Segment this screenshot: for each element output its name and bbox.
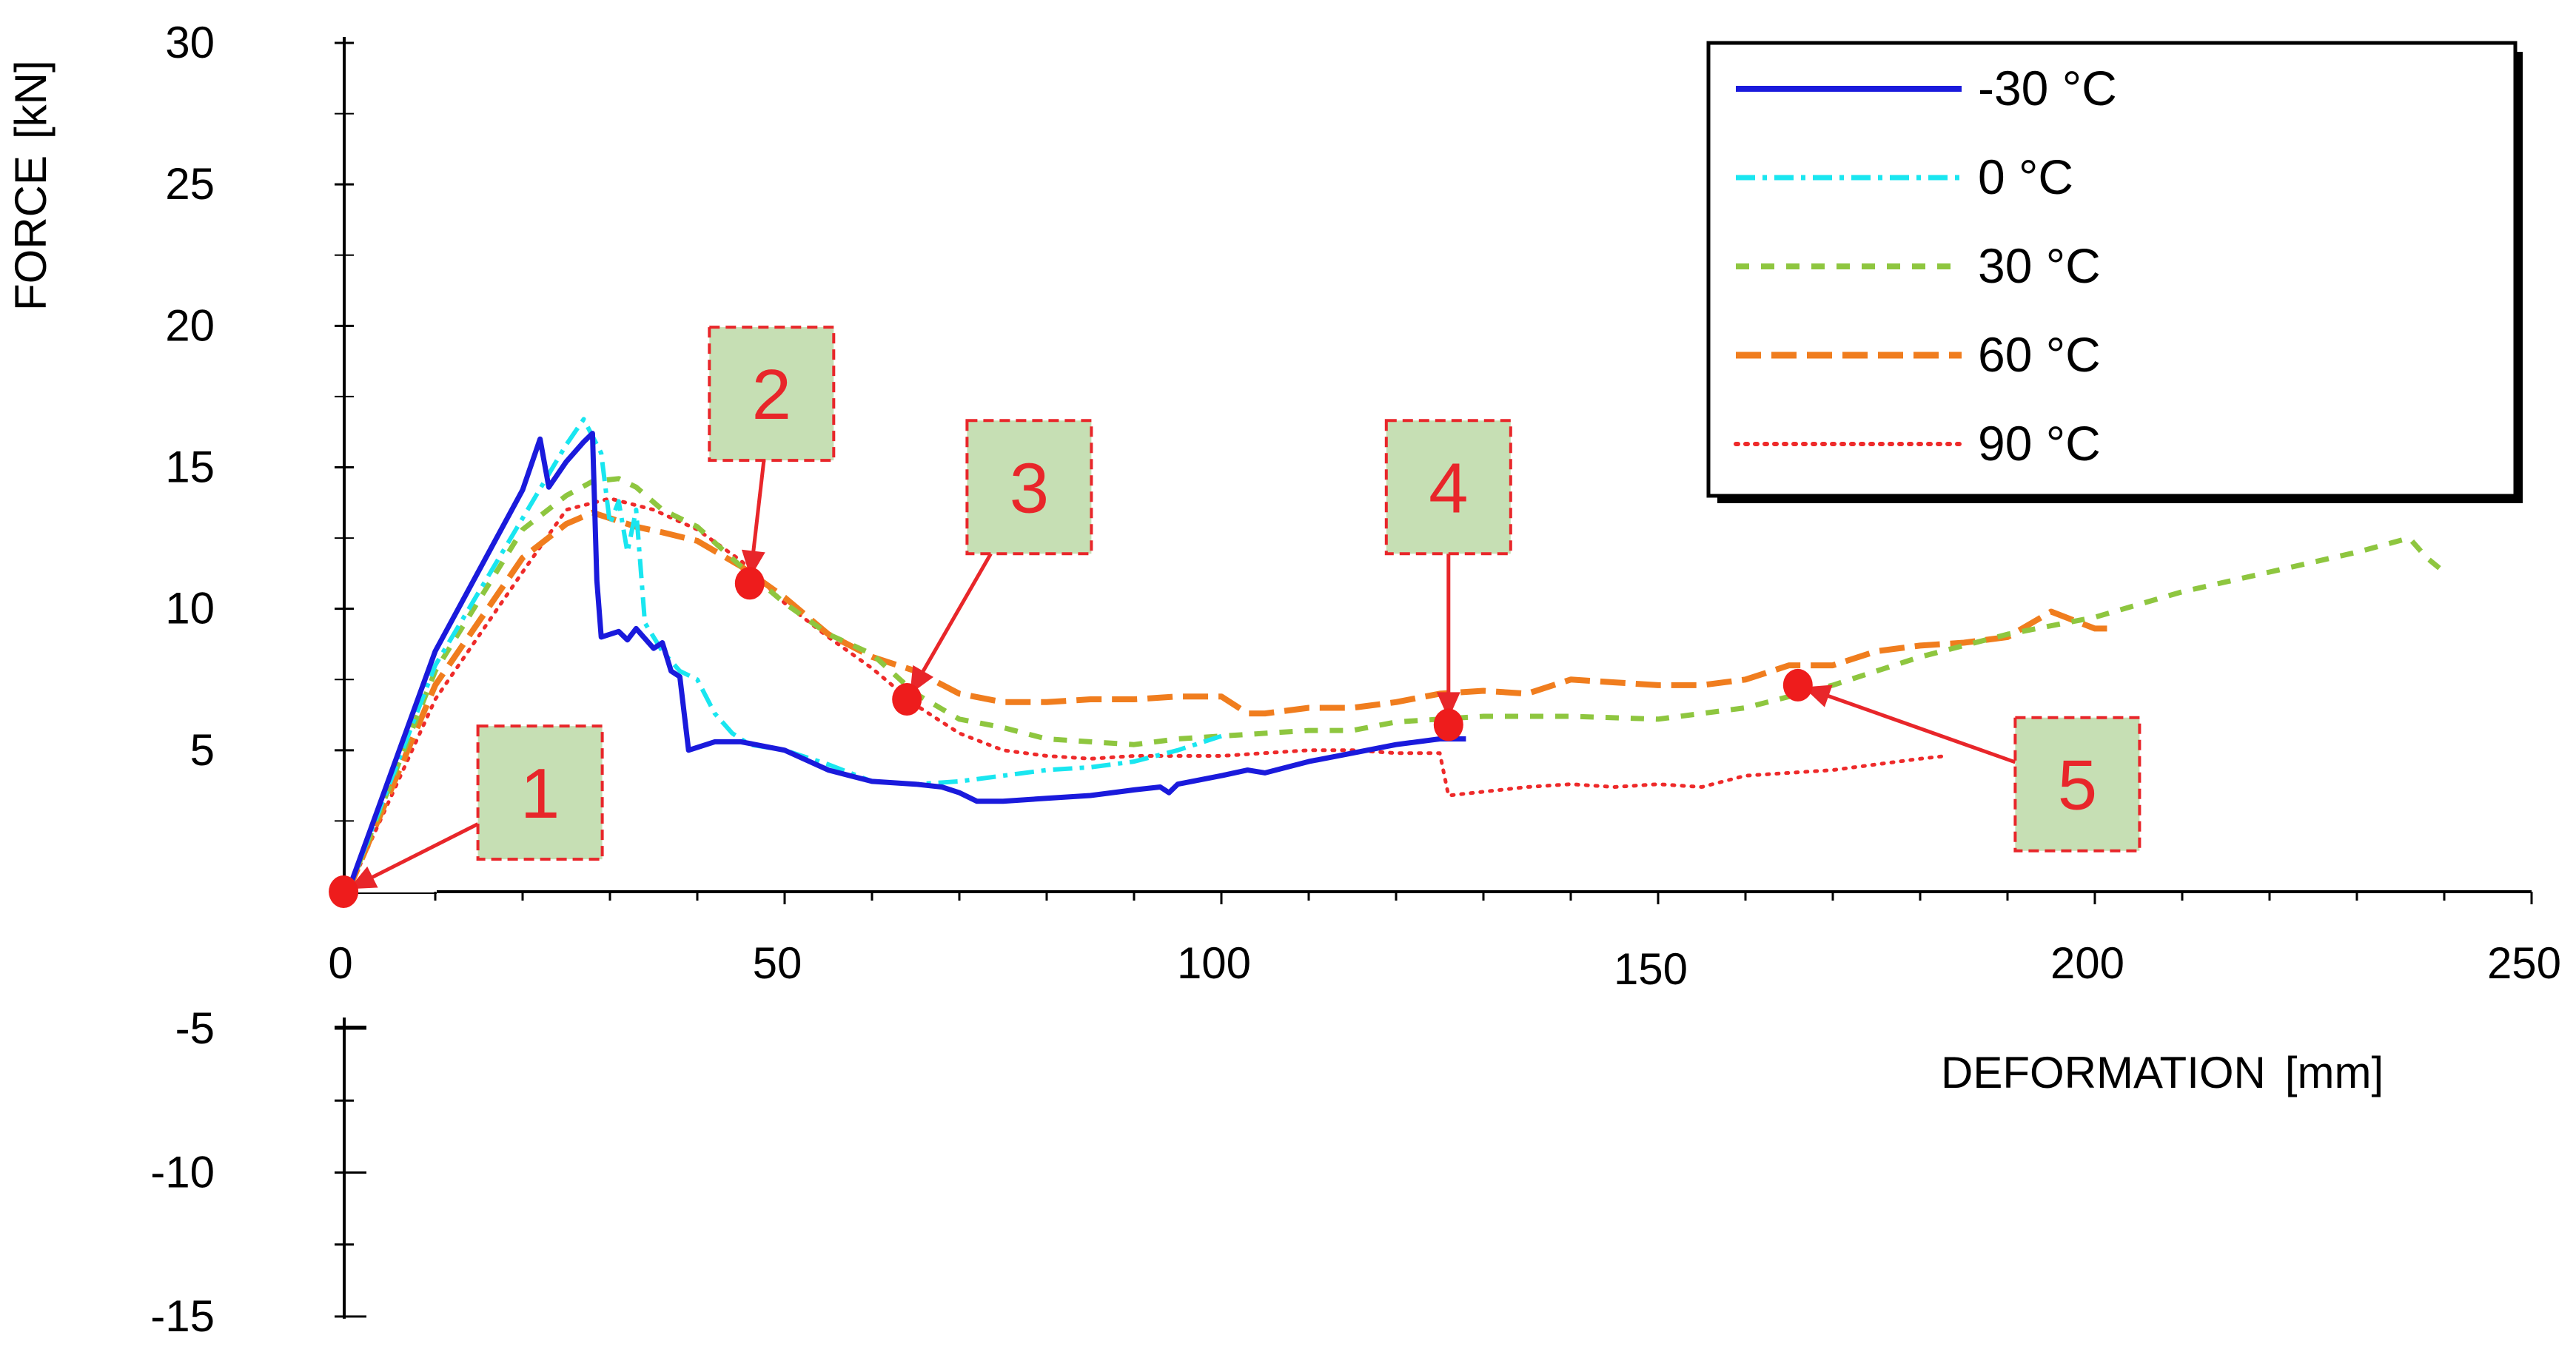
legend-label: 90 °C (1978, 416, 2101, 471)
y-ticks: 30 25 20 15 10 5 -5 -10 -15 (150, 18, 366, 1341)
annotation-arrow-line (750, 460, 766, 565)
x-axis-title: DEFORMATION (1941, 1048, 2266, 1097)
annotation-arrow-line (1815, 690, 2016, 764)
annotation-label: 5 (2058, 746, 2097, 825)
annotation-arrowhead (1436, 692, 1460, 719)
x-tick-label: 250 (2487, 938, 2561, 988)
x-tick-label: 200 (2050, 938, 2124, 988)
y-axis-label: FORCE [kN] (6, 60, 56, 311)
annotation-point-dot (1433, 708, 1463, 741)
annotation-box (476, 724, 604, 861)
y-tick-label: -10 (150, 1148, 215, 1197)
annotation-box (708, 326, 836, 463)
y-tick-label: 10 (165, 584, 215, 633)
x-axis-unit: [mm] (2285, 1048, 2384, 1097)
annotation-label: 4 (1429, 448, 1468, 528)
y-tick-label: -15 (150, 1291, 215, 1341)
legend-shadow-bottom (1717, 496, 2523, 503)
y-tick-label: 20 (165, 300, 215, 350)
y-tick-label: 25 (165, 159, 215, 209)
legend-entries: -30 °C 0 °C 30 °C 60 °C 90 °C (1734, 61, 2117, 471)
legend-label: 60 °C (1978, 327, 2101, 382)
series-line-30cc (345, 476, 2446, 893)
annotation-4: 4 (1384, 419, 1512, 741)
annotation-label: 3 (1010, 448, 1049, 528)
annotation-point-dot (1782, 668, 1813, 702)
annotation-5: 5 (1782, 668, 2141, 852)
annotation-2: 2 (708, 326, 836, 600)
legend-label: -30 °C (1978, 61, 2117, 115)
annotation-1: 1 (329, 724, 604, 908)
annotation-arrow-line (915, 553, 993, 684)
y-axis-title: FORCE (6, 155, 56, 311)
x-tick-label: 150 (1614, 944, 1688, 994)
y-axis-unit: [kN] (6, 60, 56, 139)
y-tick-label: 15 (165, 443, 215, 492)
annotation-3: 3 (892, 419, 1093, 716)
legend-label: 0 °C (1978, 149, 2073, 204)
annotation-point-dot (892, 683, 922, 716)
annotation-label: 2 (752, 355, 791, 434)
annotation-arrow-line (360, 822, 479, 885)
legend-shadow-right (2515, 52, 2523, 503)
annotation-box (2013, 716, 2141, 852)
annotation-box (1384, 419, 1512, 556)
annotation-point-dot (734, 567, 765, 600)
series-line--30cc (345, 431, 1466, 893)
legend-label: 30 °C (1978, 238, 2101, 293)
y-tick-label: -5 (175, 1003, 215, 1053)
y-tick-label: 30 (165, 18, 215, 67)
x-ticks: 0 50 100 150 200 250 (328, 892, 2561, 994)
x-axis-label: DEFORMATION [mm] (1941, 1048, 2384, 1097)
annotation-box (965, 419, 1093, 556)
series-line-60cc (345, 509, 2113, 893)
annotation-label: 1 (520, 754, 560, 833)
marker-layer: 1 2 3 4 5 (329, 326, 2141, 908)
annotation-arrowhead (741, 549, 765, 578)
x-tick-label: 100 (1177, 938, 1251, 988)
series-layer (345, 417, 2446, 894)
x-tick-label: 50 (753, 938, 802, 988)
annotation-point-dot (329, 875, 359, 908)
x-tick-label: 0 (328, 938, 352, 988)
legend: -30 °C 0 °C 30 °C 60 °C 90 °C (1706, 41, 2523, 503)
series-line-90cc (346, 497, 1948, 894)
y-tick-label: 5 (190, 725, 215, 775)
